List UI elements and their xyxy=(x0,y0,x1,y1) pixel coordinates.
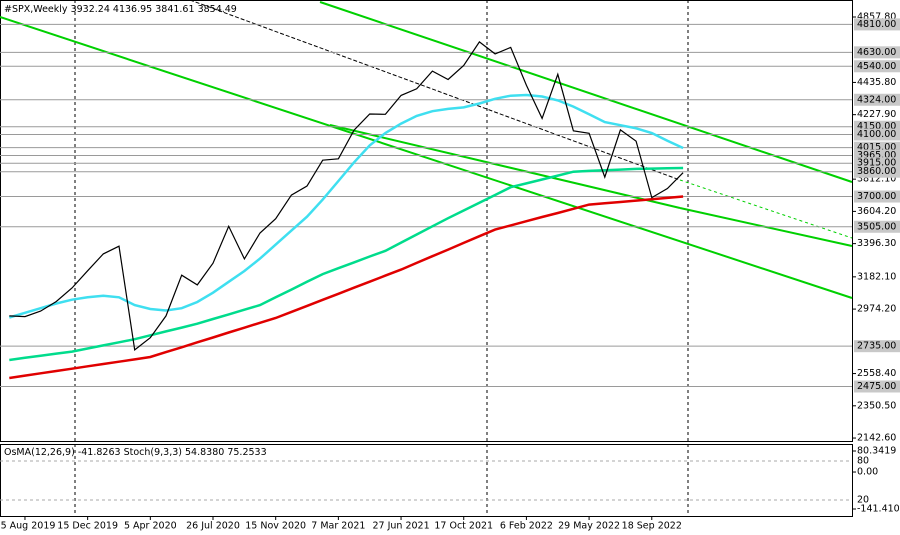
x-tick-label: 6 Feb 2022 xyxy=(500,521,553,532)
level-label: 3505.00 xyxy=(857,221,896,232)
dashed-trend xyxy=(679,179,853,239)
level-label-bg xyxy=(854,93,900,106)
level-label-bg xyxy=(854,18,900,31)
level-label-bg xyxy=(854,220,900,233)
series-line xyxy=(9,41,684,352)
level-label: 4100.00 xyxy=(857,129,896,140)
stoch-tick-label: 20 xyxy=(857,495,869,506)
y-tick-label: 3604.20 xyxy=(857,206,896,217)
channel-line xyxy=(329,124,681,209)
level-label-bg xyxy=(854,380,900,393)
price-pane xyxy=(0,0,853,442)
level-label: 4630.00 xyxy=(857,47,896,58)
x-tick-label: 15 Dec 2019 xyxy=(57,521,118,532)
level-label-bg xyxy=(854,340,900,353)
stoch-value: 75.2533 xyxy=(227,447,266,458)
level-label: 3915.00 xyxy=(857,158,896,169)
level-label-bg xyxy=(854,190,900,203)
level-label-bg xyxy=(854,46,900,59)
stoch-name: Stoch(9,3,3) xyxy=(124,447,182,458)
level-label: 2735.00 xyxy=(857,341,896,352)
y-tick-label: 3396.30 xyxy=(857,238,896,249)
x-tick-label: 29 May 2022 xyxy=(558,521,620,532)
ohlc-value: 3841.61 xyxy=(155,4,194,15)
x-tick-label: 26 Jul 2020 xyxy=(186,521,240,532)
y-tick-label: 2558.40 xyxy=(857,368,896,379)
y-tick-label: 2974.20 xyxy=(857,304,896,315)
level-label-bg xyxy=(854,165,900,178)
level-label: 4810.00 xyxy=(857,19,896,30)
chart-title: #SPX,Weekly 3932.24 4136.95 3841.61 3854… xyxy=(4,4,237,15)
ohlc-value: 3854.49 xyxy=(198,4,237,15)
level-label: 3965.00 xyxy=(857,150,896,161)
y-tick-label: 3812.10 xyxy=(857,174,896,185)
y-tick-label: 2142.60 xyxy=(857,433,896,444)
indicator-pane xyxy=(0,444,853,517)
ohlc-value: 3932.24 xyxy=(71,4,110,15)
level-label-bg xyxy=(854,128,900,141)
x-tick-label: 7 Mar 2021 xyxy=(311,521,365,532)
osma-name: OsMA(12,26,9) xyxy=(4,447,75,458)
channel-line xyxy=(0,16,853,299)
channel-line xyxy=(319,1,853,183)
level-label-bg xyxy=(854,60,900,73)
y-tick-label: 3182.10 xyxy=(857,271,896,282)
level-label: 2475.00 xyxy=(857,381,896,392)
series-line xyxy=(8,93,684,319)
level-label: 3860.00 xyxy=(857,166,896,177)
ohlc-value: 4136.95 xyxy=(113,4,152,15)
series-line xyxy=(9,166,684,362)
stoch-tick-label: 80 xyxy=(857,456,869,467)
level-label: 4015.00 xyxy=(857,142,896,153)
level-label: 3700.00 xyxy=(857,191,896,202)
x-tick-label: 15 Nov 2020 xyxy=(245,521,306,532)
level-label: 4324.00 xyxy=(857,94,896,105)
x-tick-label: 18 Sep 2022 xyxy=(622,521,682,532)
x-tick-label: 25 Aug 2019 xyxy=(0,521,55,532)
stoch-value: 54.8380 xyxy=(185,447,224,458)
osma-tick-label: -141.4101 xyxy=(857,504,900,515)
level-label: 4150.00 xyxy=(857,121,896,132)
x-tick-label: 17 Oct 2021 xyxy=(434,521,493,532)
osma-tick-label: 0.00 xyxy=(857,467,878,478)
title: #SPX,Weekly xyxy=(4,4,68,15)
y-tick-label: 2350.50 xyxy=(857,400,896,411)
y-tick-label: 4857.80 xyxy=(857,11,896,22)
x-tick-label: 5 Apr 2020 xyxy=(124,521,177,532)
y-tick-label: 4227.90 xyxy=(857,109,896,120)
level-label: 4540.00 xyxy=(857,61,896,72)
dashed-trend xyxy=(189,0,681,181)
indicator-title: OsMA(12,26,9) -41.8263 Stoch(9,3,3) 54.8… xyxy=(4,447,267,458)
osma-value: -41.8263 xyxy=(78,447,121,458)
y-tick-label: 4435.80 xyxy=(857,77,896,88)
osma-tick-label: 80.3419 xyxy=(857,446,896,457)
series-line xyxy=(9,195,684,380)
x-tick-label: 27 Jun 2021 xyxy=(372,521,429,532)
